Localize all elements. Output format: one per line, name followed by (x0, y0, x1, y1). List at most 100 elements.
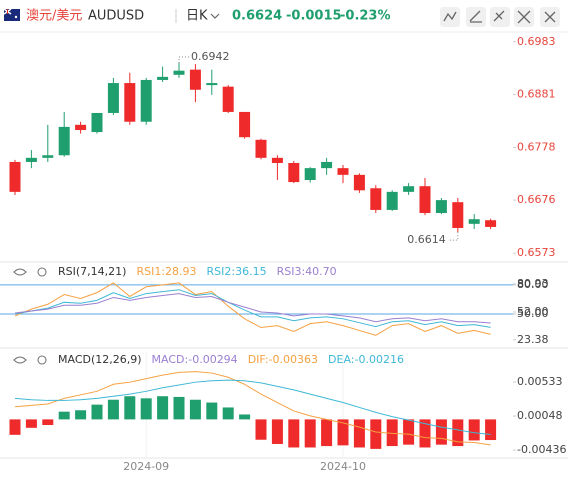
x-tick-label: 2024-10 (320, 460, 366, 473)
macd-bar (288, 419, 300, 448)
candle-body (370, 188, 382, 210)
candle-body (435, 200, 447, 214)
y-tick-label: 0.00533 (517, 375, 563, 388)
candle-body (107, 83, 119, 113)
candle-body (42, 155, 54, 158)
indicator-title: MACD(12,26,9) (58, 353, 142, 366)
macd-line (14, 371, 491, 446)
y-tick-label: 0.6778 (517, 141, 556, 154)
candle-body (288, 162, 300, 183)
macd-bar (25, 419, 37, 428)
eye-icon[interactable] (13, 268, 27, 276)
candle-body (403, 186, 415, 192)
candle-body (9, 161, 21, 192)
x-tick-label: 2024-09 (123, 460, 169, 473)
legend-entry: RSI3:40.70 (277, 265, 337, 278)
rsi-line (14, 282, 491, 336)
flag-icon (3, 8, 20, 21)
candle-body (271, 157, 283, 163)
macd-bar (419, 419, 431, 448)
macd-bar (353, 419, 365, 448)
candle-body (206, 83, 218, 86)
macd-bar (304, 419, 316, 448)
macd-bar (206, 402, 218, 420)
low-label: 0.6614 (407, 233, 446, 246)
y-tick-label: 0.6881 (517, 87, 556, 100)
y-tick-label: 0.6676 (517, 193, 556, 206)
candle-body (91, 112, 103, 133)
candle-body (25, 157, 37, 162)
legend-entry: DIF:-0.00363 (248, 353, 318, 366)
legend-entry: DEA:-0.00216 (328, 353, 404, 366)
candle-body (173, 70, 185, 75)
legend-entry: MACD:-0.00294 (152, 353, 238, 366)
gear-icon[interactable] (37, 355, 47, 365)
rsi-line (14, 289, 491, 328)
legend-entry: RSI2:36.15 (207, 265, 267, 278)
candle-body (75, 124, 87, 130)
macd-line (14, 379, 491, 436)
icon (469, 10, 482, 23)
pair-name: 澳元/美元 (26, 8, 82, 24)
candle-body (58, 126, 70, 156)
change: -0.0015 (286, 9, 342, 24)
macd-bar (370, 419, 382, 449)
change-pct: -0.23% (340, 9, 391, 24)
period-dropdown[interactable] (210, 13, 220, 19)
macd-bar (222, 407, 234, 420)
icon (443, 11, 457, 22)
y-tick-label: 52.00 (517, 305, 549, 318)
y-tick-label: -0.00436 (517, 443, 566, 456)
eye-icon[interactable] (13, 356, 27, 364)
macd-bar (435, 419, 447, 445)
macd-bar (91, 404, 103, 420)
period[interactable]: 日K (186, 9, 208, 24)
candle-body (140, 79, 152, 122)
high-leader (178, 56, 189, 63)
candle-body (157, 76, 169, 80)
y-tick-label: 80.93 (517, 277, 549, 290)
y-tick-label: 0.6573 (517, 246, 556, 259)
high-label: 0.6942 (191, 50, 230, 63)
candle-body (239, 111, 251, 138)
macd-bar (9, 419, 21, 435)
tool-button[interactable] (466, 7, 486, 27)
candle-body (189, 69, 201, 90)
candle-body (419, 186, 431, 214)
macd-bar (386, 419, 398, 447)
y-tick-label: 0.00048 (517, 409, 563, 422)
candle-body (452, 202, 464, 228)
macd-bar (157, 396, 169, 420)
gear-icon[interactable] (37, 267, 47, 277)
candle-body (255, 139, 267, 158)
candle-body (337, 168, 349, 175)
icon (517, 10, 531, 24)
macd-bar (58, 411, 70, 420)
legend-entry: RSI1:28.93 (136, 265, 196, 278)
macd-bar (239, 414, 251, 420)
candle-body (124, 83, 136, 122)
macd-bar (107, 399, 119, 420)
icon (544, 11, 556, 23)
candle-body (485, 220, 497, 227)
candle-body (468, 219, 480, 224)
macd-bar (189, 399, 201, 420)
macd-bar (75, 410, 87, 420)
macd-bar (124, 396, 136, 420)
symbol: AUDUSD (88, 9, 144, 24)
y-tick-label: 23.38 (517, 333, 549, 346)
price: 0.6624 (232, 9, 282, 24)
icon (493, 10, 505, 22)
macd-bar (173, 396, 185, 420)
macd-bar (255, 419, 267, 440)
macd-bar (321, 419, 333, 447)
macd-bar (468, 419, 480, 441)
candle-body (304, 168, 316, 181)
macd-bar (42, 419, 54, 426)
macd-bar (485, 419, 497, 441)
macd-bar (271, 419, 283, 444)
y-tick-label: 80.00 (517, 278, 549, 291)
low-leader (447, 232, 459, 241)
candle-body (386, 191, 398, 210)
